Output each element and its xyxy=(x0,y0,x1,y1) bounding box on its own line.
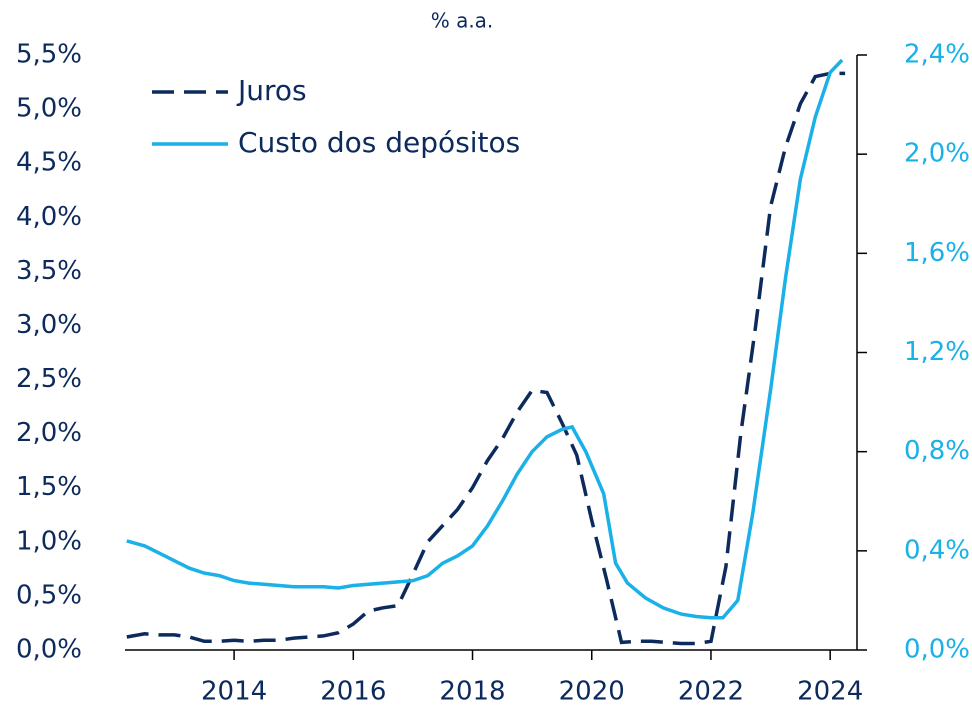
y2-tick-label: 0,0% xyxy=(904,635,970,665)
y-tick-label: 0,5% xyxy=(16,580,82,610)
y-tick-label: 5,5% xyxy=(16,40,82,70)
x-tick-label: 2024 xyxy=(797,677,863,707)
y-tick-label: 1,5% xyxy=(16,472,82,502)
y2-tick-label: 1,6% xyxy=(904,238,970,268)
y-tick-label: 4,0% xyxy=(16,202,82,232)
y-tick-label: 2,5% xyxy=(16,364,82,394)
y-tick-label: 3,5% xyxy=(16,256,82,286)
line-series xyxy=(126,71,846,646)
x-tick-label: 2016 xyxy=(320,677,386,707)
line-series xyxy=(126,58,844,620)
x-tick-label: 2022 xyxy=(678,677,744,707)
y-tick-label: 2,0% xyxy=(16,418,82,448)
legend-label: Juros xyxy=(236,74,307,107)
y-tick-label: 3,0% xyxy=(16,310,82,340)
y2-tick-label: 2,4% xyxy=(904,40,970,70)
chart-title: % a.a. xyxy=(431,9,494,33)
y-tick-label: 1,0% xyxy=(16,526,82,556)
y-tick-label: 4,5% xyxy=(16,148,82,178)
y2-tick-label: 0,8% xyxy=(904,436,970,466)
y-tick-label: 0,0% xyxy=(16,635,82,665)
y2-tick-label: 1,2% xyxy=(904,337,970,367)
y2-tick-label: 0,4% xyxy=(904,535,970,565)
y2-tick-label: 2,0% xyxy=(904,139,970,169)
x-tick-label: 2020 xyxy=(559,677,625,707)
x-tick-label: 2018 xyxy=(439,677,505,707)
legend-label: Custo dos depósitos xyxy=(238,126,520,159)
y-tick-label: 5,0% xyxy=(16,94,82,124)
x-tick-label: 2014 xyxy=(201,677,267,707)
